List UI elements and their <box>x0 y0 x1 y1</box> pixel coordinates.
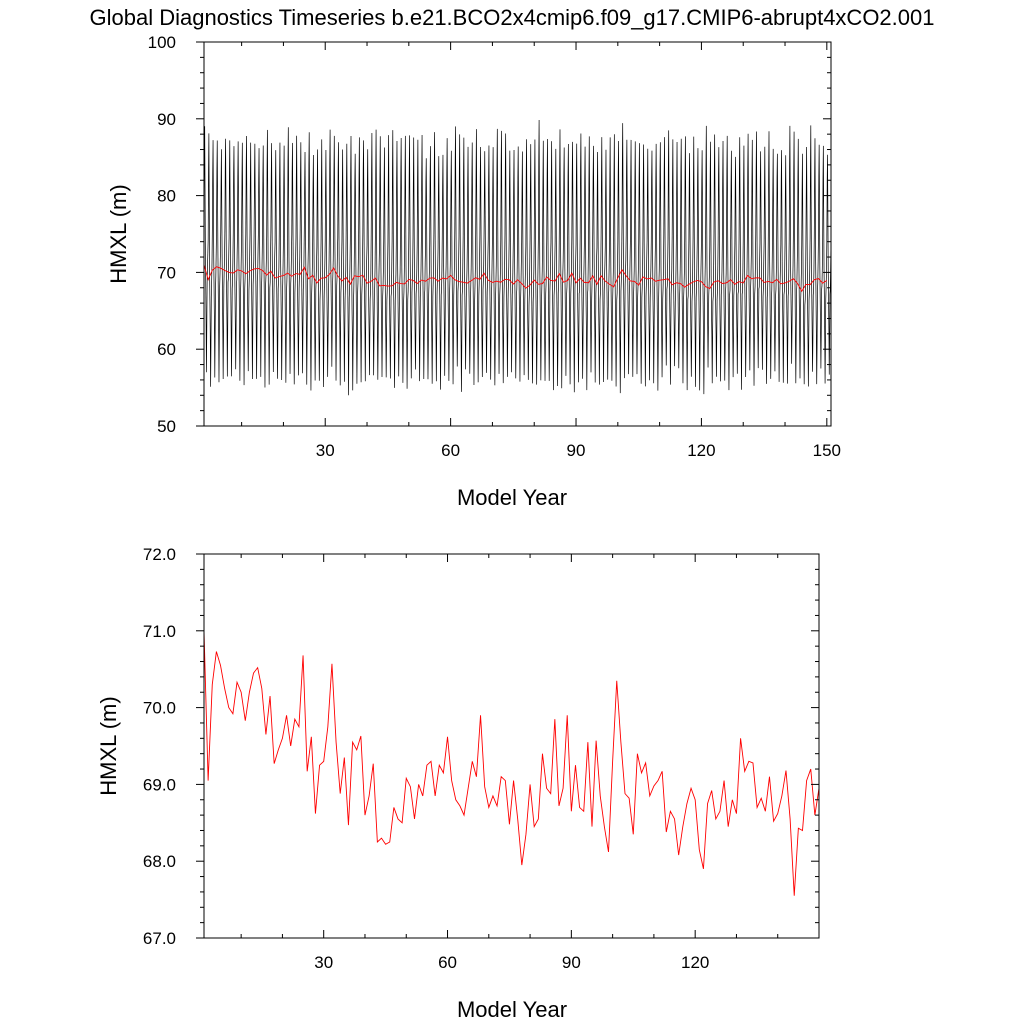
y-tick-label: 80 <box>157 187 176 206</box>
ticks-bottom: 30 60 90 120 67.0 68.0 69.0 70.0 71.0 72.0 <box>143 545 820 972</box>
y-tick-label: 60 <box>157 340 176 359</box>
y-tick-label: 71.0 <box>143 622 176 641</box>
y-tick-label: 100 <box>148 33 176 52</box>
y-tick-label: 70 <box>157 263 176 282</box>
x-tick-label: 120 <box>681 953 709 972</box>
ticks-top: 30 60 90 120 150 50 60 70 80 90 100 <box>148 33 841 460</box>
y-tick-label: 90 <box>157 110 176 129</box>
annual-series-bottom <box>203 630 820 896</box>
x-tick-label: 30 <box>316 441 335 460</box>
panel-bottom: 30 60 90 120 67.0 68.0 69.0 70.0 71.0 72.0 HMXL (… <box>96 545 820 1022</box>
x-axis-title-top: Model Year <box>457 485 567 510</box>
panel-top: 30 60 90 120 150 50 60 70 80 90 100 HMXL (m) Model… <box>106 33 841 510</box>
y-tick-label: 72.0 <box>143 545 176 564</box>
x-tick-label: 150 <box>813 441 841 460</box>
y-axis-title-top: HMXL (m) <box>106 184 131 283</box>
annual-series-top <box>203 264 828 293</box>
x-tick-label: 30 <box>314 953 333 972</box>
x-tick-label: 90 <box>562 953 581 972</box>
y-tick-label: 70.0 <box>143 699 176 718</box>
x-tick-label: 120 <box>687 441 715 460</box>
x-tick-label: 90 <box>567 441 586 460</box>
figure-title: Global Diagnostics Timeseries b.e21.BCO2… <box>90 5 935 30</box>
plot-frame-top <box>203 41 832 427</box>
annual-series-line-top <box>203 264 828 293</box>
monthly-series <box>203 119 832 396</box>
y-tick-label: 69.0 <box>143 775 176 794</box>
y-tick-label: 67.0 <box>143 929 176 948</box>
monthly-series-line <box>203 119 832 396</box>
y-tick-label: 68.0 <box>143 852 176 871</box>
x-axis-title-bottom: Model Year <box>457 997 567 1022</box>
x-tick-label: 60 <box>441 441 460 460</box>
y-tick-label: 50 <box>157 417 176 436</box>
x-tick-label: 60 <box>438 953 457 972</box>
plot-frame-bottom <box>203 553 820 939</box>
y-axis-title-bottom: HMXL (m) <box>96 696 121 795</box>
annual-series-line-bottom <box>203 630 820 896</box>
